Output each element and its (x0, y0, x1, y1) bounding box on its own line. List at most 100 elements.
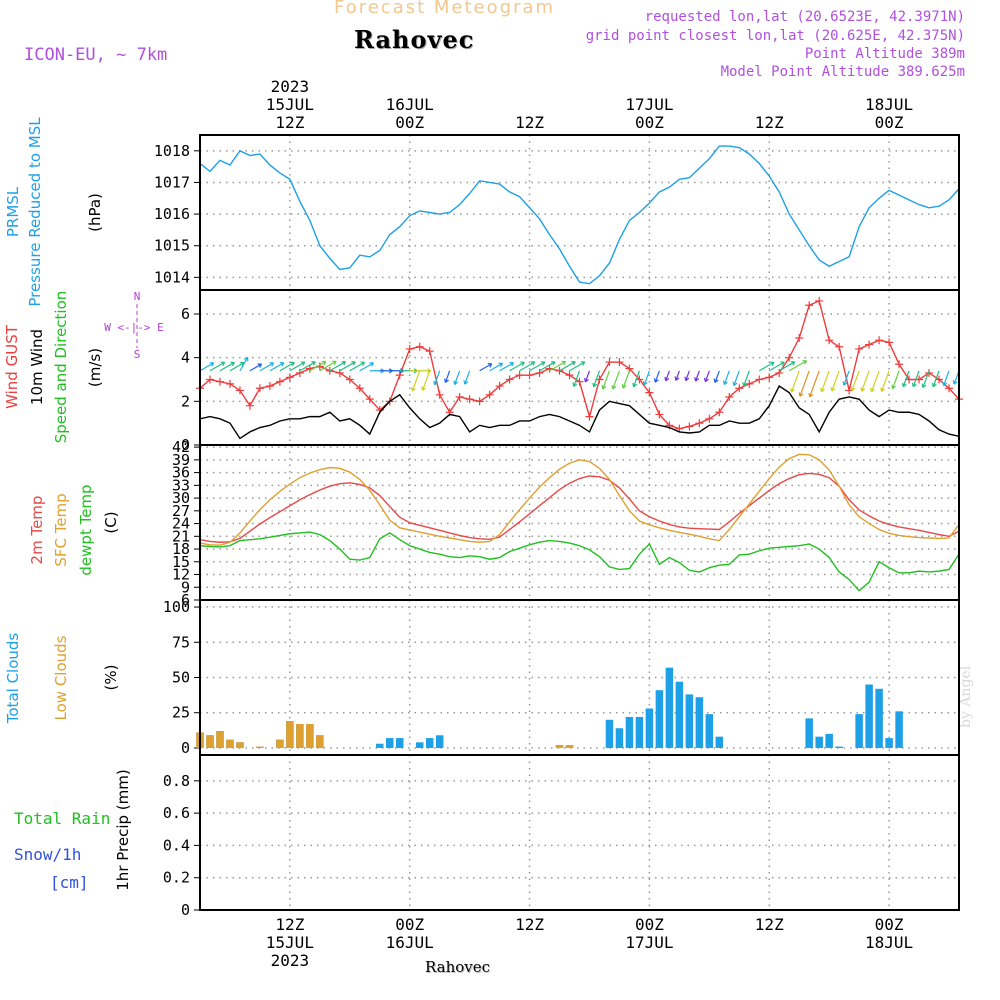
bar-clouds_total (835, 746, 843, 748)
precip-label-snow: Snow/1h (14, 845, 81, 864)
bar-clouds_total (875, 688, 883, 748)
y-tick-label: 12 (172, 566, 190, 584)
panel-label: Wind GUST (3, 324, 21, 409)
x-tick-label-top: 12Z (275, 113, 304, 132)
x-tick-label-top: 00Z (875, 113, 904, 132)
wind-direction-arrow (798, 370, 810, 397)
series-wind-line (199, 385, 960, 440)
x-tick-label-top: 18JUL (865, 95, 913, 114)
gust-marker (285, 373, 294, 382)
gust-marker (885, 338, 894, 347)
wind-direction-arrow (539, 361, 556, 372)
panel-label: 10m Wind (28, 329, 46, 405)
x-tick-label-top: 00Z (395, 113, 424, 132)
gust-marker (655, 410, 664, 419)
gust-marker (695, 419, 704, 428)
compass-west-east: W <-|-> E (104, 321, 164, 334)
y-tick-label: 0 (181, 739, 190, 757)
gust-marker (435, 390, 444, 399)
y-tick-label: 24 (172, 515, 190, 533)
wind-direction-arrow (758, 361, 775, 372)
y-tick-label: 6 (181, 305, 190, 323)
wind-direction-arrow (199, 362, 215, 372)
x-tick-label-bottom: 00Z (395, 915, 424, 934)
gust-marker (555, 366, 564, 375)
bar-low-cloud-stripe (558, 745, 561, 748)
gust-marker (255, 384, 264, 393)
y-tick-label: 1017 (154, 173, 190, 191)
bar-clouds_total (695, 697, 704, 748)
bar-clouds_total (885, 738, 893, 748)
wind-direction-arrow (279, 361, 295, 372)
location-title: Rahovec (354, 25, 475, 54)
gust-marker (525, 371, 534, 380)
y-tick-label: 6 (181, 591, 190, 609)
wind-direction-arrow (463, 370, 471, 385)
gust-marker (365, 395, 374, 404)
gust-marker (495, 382, 504, 391)
wind-direction-arrow (808, 370, 820, 398)
series-dewpt-line (199, 531, 960, 592)
x-tick-label-top: 00Z (635, 113, 664, 132)
model-label: ICON-EU, ~ 7km (24, 45, 168, 65)
point-altitude: Point Altitude 389m (804, 46, 965, 62)
wind-direction-arrow (259, 362, 275, 372)
y-tick-label: 0.2 (163, 869, 190, 887)
series-tsfc-line (199, 453, 960, 546)
wind-direction-arrow (713, 370, 720, 383)
x-tick-label-bottom: 18JUL (865, 933, 913, 952)
gust-marker (735, 384, 744, 393)
precip-label-rain: Total Rain (14, 809, 110, 828)
gust-marker (355, 384, 364, 393)
wind-direction-arrow (409, 368, 432, 374)
bar-clouds_total (865, 684, 873, 748)
wind-direction-arrow (860, 370, 870, 392)
bar-clouds_total (655, 690, 664, 748)
wind-direction-arrow (778, 361, 796, 372)
bar-clouds_total (415, 742, 424, 748)
gust-marker (425, 347, 434, 356)
bar-clouds_total (386, 738, 394, 748)
gust-marker (895, 360, 904, 369)
gust-marker (405, 344, 414, 353)
wind-direction-arrow (830, 370, 840, 392)
wind-direction-arrow (820, 370, 830, 393)
wind-direction-arrow (788, 360, 808, 372)
compass-north: N (134, 290, 141, 303)
gust-marker (475, 397, 484, 406)
units-label: (%) (102, 665, 120, 691)
gust-marker (585, 412, 594, 421)
wind-direction-arrow (601, 370, 611, 390)
gust-marker (235, 386, 244, 395)
bar-clouds_total (625, 716, 634, 748)
gust-marker (765, 373, 774, 382)
wind-direction-arrow (411, 370, 421, 392)
panel-frame (199, 134, 960, 291)
panel-pressure: 1014 1015 1016 1017 1018 PRMSL Pressure Reduce… (4, 117, 960, 307)
x-tick-label-bottom: 2023 (271, 951, 310, 970)
gridpoint-coords: grid point closest lon,lat (20.625E, 42.… (585, 28, 965, 44)
wind-direction-arrow (319, 360, 337, 372)
gust-marker (645, 388, 654, 397)
panel-frame (199, 754, 960, 911)
panel-label: Low Clouds (52, 635, 70, 720)
bar-clouds_total (855, 714, 863, 748)
bar-clouds_total (645, 708, 654, 748)
wind-direction-arrow (299, 361, 316, 372)
wind-direction-arrow (664, 370, 670, 382)
wind-direction-arrow (499, 362, 515, 372)
bar-low-cloud-stripe (288, 721, 292, 748)
wind-direction-arrow (621, 370, 630, 389)
y-tick-label: 1016 (154, 205, 190, 223)
bar-low-cloud-stripe (258, 746, 262, 748)
bar-low-cloud-stripe (308, 724, 312, 748)
y-tick-label: 27 (172, 502, 190, 520)
wind-direction-arrow (911, 370, 920, 388)
wind-direction-arrow (309, 360, 327, 372)
gust-marker (395, 371, 404, 380)
gust-marker (205, 375, 214, 384)
y-tick-label: 75 (172, 633, 190, 651)
units-label: 1hr Precip (mm) (114, 769, 132, 890)
panel-label: PRMSL (4, 186, 22, 237)
